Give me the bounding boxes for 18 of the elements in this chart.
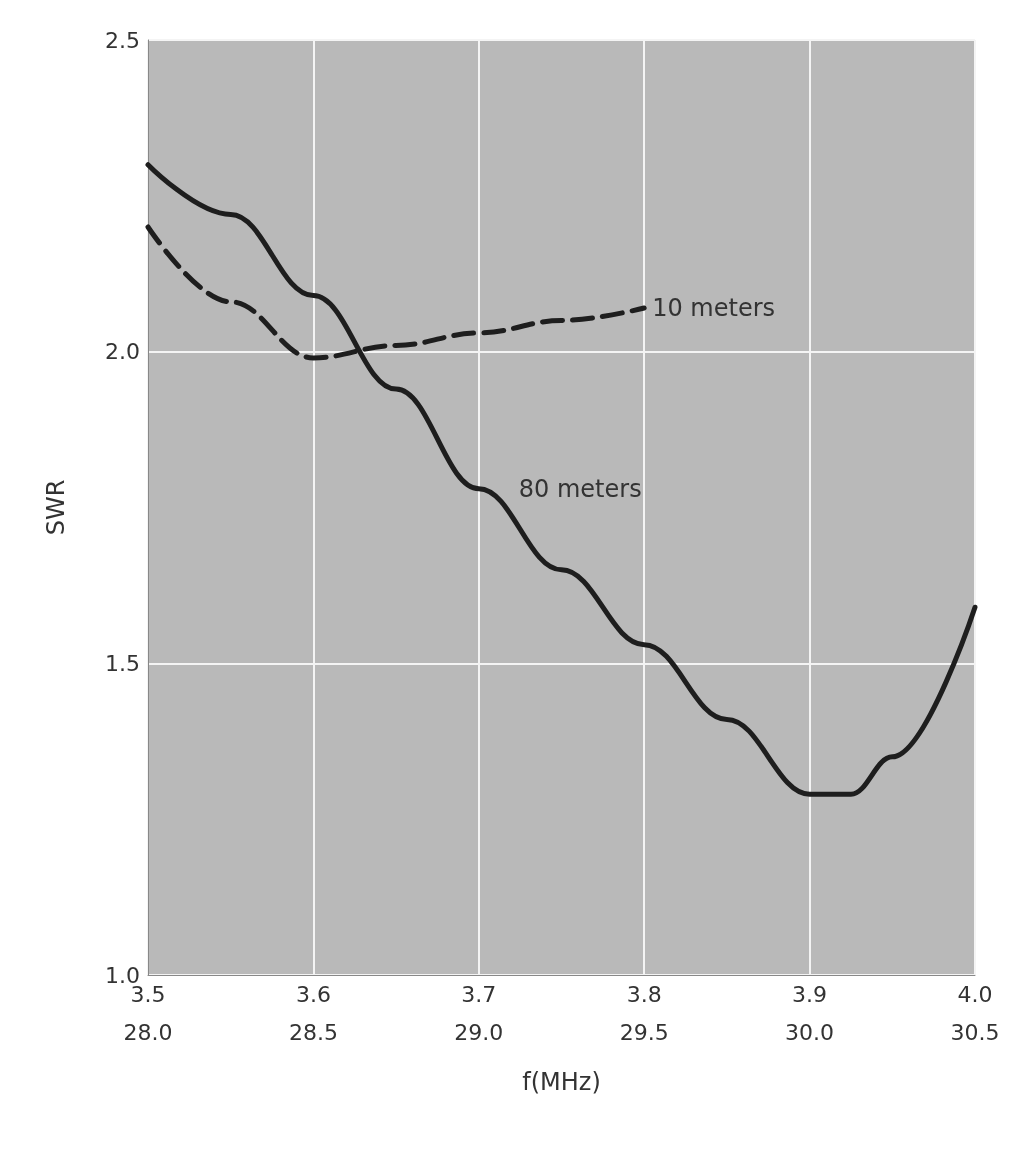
x2-tick-label: 29.5 [619,1019,669,1045]
x2-tick-label: 30.0 [785,1019,835,1045]
x2-tick-label: 30.5 [950,1019,1000,1045]
x-tick-label: 3.8 [626,981,662,1007]
x-tick-label: 3.6 [295,981,331,1007]
y-tick-label: 1.5 [105,650,140,676]
x-axis-title: f(MHz) [522,1068,601,1096]
y-tick-label: 2.5 [105,27,140,53]
x2-tick-label: 29.0 [454,1019,504,1045]
x2-tick-label: 28.0 [123,1019,173,1045]
series-label: 10 meters [652,294,776,323]
x2-tick-label: 28.5 [288,1019,338,1045]
x-tick-label: 4.0 [957,981,993,1007]
y-tick-label: 2.0 [105,339,140,365]
y-axis-title: SWR [42,479,70,536]
series-label: 80 meters [518,474,642,503]
x-tick-label: 3.9 [792,981,828,1007]
x-tick-label: 3.7 [461,981,497,1007]
